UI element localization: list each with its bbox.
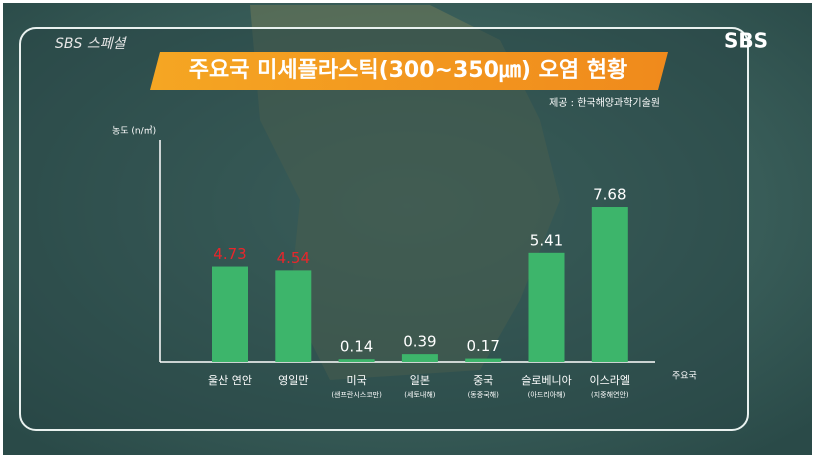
bar xyxy=(465,358,502,362)
x-tick-sublabel: (아드리아해) xyxy=(528,390,566,399)
bar xyxy=(401,354,438,362)
bar xyxy=(591,207,628,362)
x-tick-sublabel: (샌프란시스코만) xyxy=(331,390,382,399)
panel xyxy=(19,27,749,431)
x-tick-label: 울산 연안 xyxy=(208,374,252,387)
x-axis-label: 주요국 xyxy=(672,371,697,382)
x-tick-label: 영일만 xyxy=(278,373,308,387)
bar xyxy=(338,359,375,362)
chart-title: 주요국 미세플라스틱(300~350㎛) 오염 현황 xyxy=(189,58,628,83)
x-tick-label: 슬로베니아 xyxy=(521,374,572,387)
x-tick-sublabel: (세토내해) xyxy=(404,390,435,399)
channel-logo: SBS xyxy=(724,29,768,53)
value-label: 5.41 xyxy=(530,231,563,249)
title-banner xyxy=(150,52,668,90)
bar xyxy=(528,252,565,362)
y-axis-label: 농도 (n/㎥) xyxy=(112,126,156,137)
value-label: 0.39 xyxy=(403,333,436,351)
value-label: 4.54 xyxy=(277,249,310,267)
x-tick-label: 일본 xyxy=(410,373,430,387)
value-label: 0.14 xyxy=(340,338,373,356)
value-label: 7.68 xyxy=(593,186,626,204)
bar xyxy=(212,266,248,362)
x-tick-sublabel: (동중국해) xyxy=(468,390,499,399)
program-logo: SBS 스페셜 xyxy=(55,36,128,52)
x-tick-label: 미국 xyxy=(346,374,366,387)
x-tick-label: 이스라엘 xyxy=(590,374,630,387)
x-tick-sublabel: (지중해연안) xyxy=(591,390,629,399)
source: 제공 : 한국해양과학기술원 xyxy=(549,96,660,109)
value-label: 4.73 xyxy=(213,245,246,263)
bar xyxy=(275,270,312,362)
value-label: 0.17 xyxy=(466,337,499,355)
x-tick-label: 중국 xyxy=(473,374,493,387)
